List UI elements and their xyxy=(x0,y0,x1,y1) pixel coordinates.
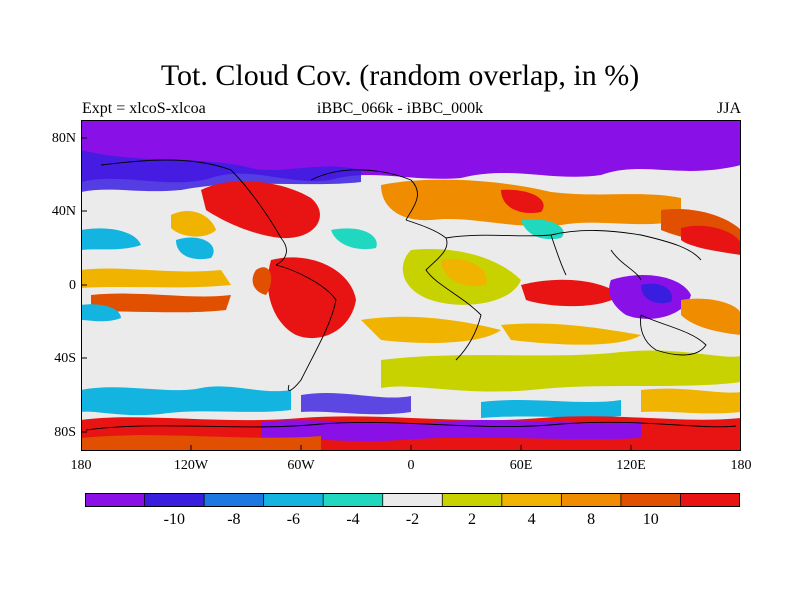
colorbar-label: -2 xyxy=(405,511,420,528)
cloud-cover-map xyxy=(81,120,741,451)
colorbar-swatch xyxy=(263,493,324,507)
lat-tick-80n: 80N xyxy=(51,131,76,146)
colorbar-swatch xyxy=(561,493,622,507)
lat-tick-80s: 80S xyxy=(54,425,76,440)
colorbar-label: 10 xyxy=(642,511,659,528)
colorbar-swatch xyxy=(680,493,740,507)
colorbar-swatch xyxy=(144,493,205,507)
lon-tick-60e: 60E xyxy=(509,458,533,473)
colorbar-swatch xyxy=(442,493,503,507)
experiment-label: Expt = xlcoS-xlcoa xyxy=(82,100,206,117)
lat-tick-40s: 40S xyxy=(54,351,76,366)
colorbar-swatch xyxy=(323,493,384,507)
colorbar-label: 4 xyxy=(527,511,536,528)
colorbar-label: -4 xyxy=(346,511,360,528)
colorbar xyxy=(85,493,740,507)
colorbar-label: -6 xyxy=(286,511,301,528)
lon-tick-120w: 120W xyxy=(173,458,209,473)
colorbar-swatch xyxy=(501,493,562,507)
colorbar-swatch xyxy=(620,493,681,507)
lon-tick-60w: 60W xyxy=(287,458,315,473)
map-title: Tot. Cloud Cov. (random overlap, in %) xyxy=(160,59,640,92)
colorbar-swatch xyxy=(382,493,443,507)
colorbar-label: 8 xyxy=(587,511,596,528)
lon-tick-120e: 120E xyxy=(616,458,646,473)
lon-tick-180w: 180 xyxy=(70,458,92,473)
colorbar-label: -10 xyxy=(163,511,185,528)
lon-tick-180e: 180 xyxy=(730,458,752,473)
colorbar-label: -8 xyxy=(227,511,241,528)
comparison-label: iBBC_066k - iBBC_000k xyxy=(316,100,484,117)
lat-tick-40n: 40N xyxy=(51,204,76,219)
colorbar-swatch xyxy=(204,493,265,507)
lon-tick-0: 0 xyxy=(407,458,415,473)
colorbar-label: 2 xyxy=(468,511,476,528)
lat-tick-0: 0 xyxy=(69,278,76,293)
season-label: JJA xyxy=(716,100,741,117)
colorbar-swatch xyxy=(85,493,146,507)
colorbar-border xyxy=(85,493,740,507)
